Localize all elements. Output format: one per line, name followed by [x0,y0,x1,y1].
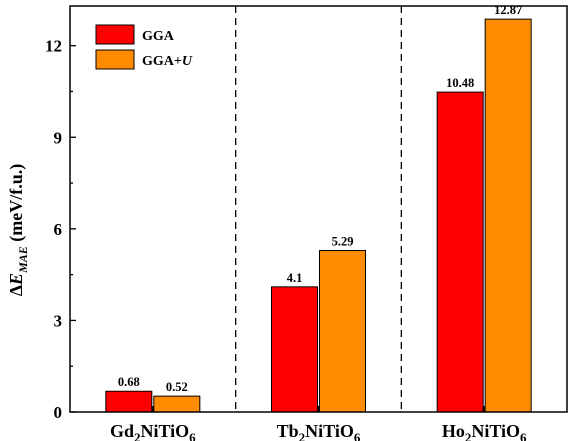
legend-swatch-gga [95,24,135,45]
bar-value-label: 12.87 [494,3,522,17]
bar-gga [436,91,484,413]
bar-gga [271,286,318,413]
y-tick-label: 3 [54,311,63,330]
y-tick-label: 0 [54,403,63,422]
bar-value-label: 0.68 [118,375,140,389]
y-tick-label: 6 [54,220,63,239]
plot-area: 0.68 0.52 4.1 5.29 10.48 12.87 0 3 6 9 12 Gd2NiTiO6… [45,3,568,441]
bar-gga-u [484,18,532,413]
legend-label-gga-u: GGA+U [142,54,193,69]
x-category-label: Gd2NiTiO6 [110,421,196,441]
x-category-label: Tb2NiTiO6 [277,421,361,441]
legend: GGA GGA+U [95,24,193,70]
y-tick-label: 9 [54,128,63,147]
bar-gga-u [319,250,366,413]
bar-value-label: 4.1 [287,271,303,285]
bar-gga-u [153,395,201,413]
bar-value-label: 5.29 [332,235,354,249]
legend-swatch-gga-u [95,49,135,70]
bar-value-label: 10.48 [446,76,474,90]
y-axis-title: ΔEMAE (meV/f.u.) [6,164,30,296]
bar-gga [105,390,153,413]
y-tick-label: 12 [45,37,62,56]
y-axis-label: ΔEMAE (meV/f.u.) [6,164,30,296]
bar-value-label: 0.52 [166,380,188,394]
legend-label-gga: GGA [142,29,175,44]
x-category-label: Ho2NiTiO6 [442,421,527,441]
